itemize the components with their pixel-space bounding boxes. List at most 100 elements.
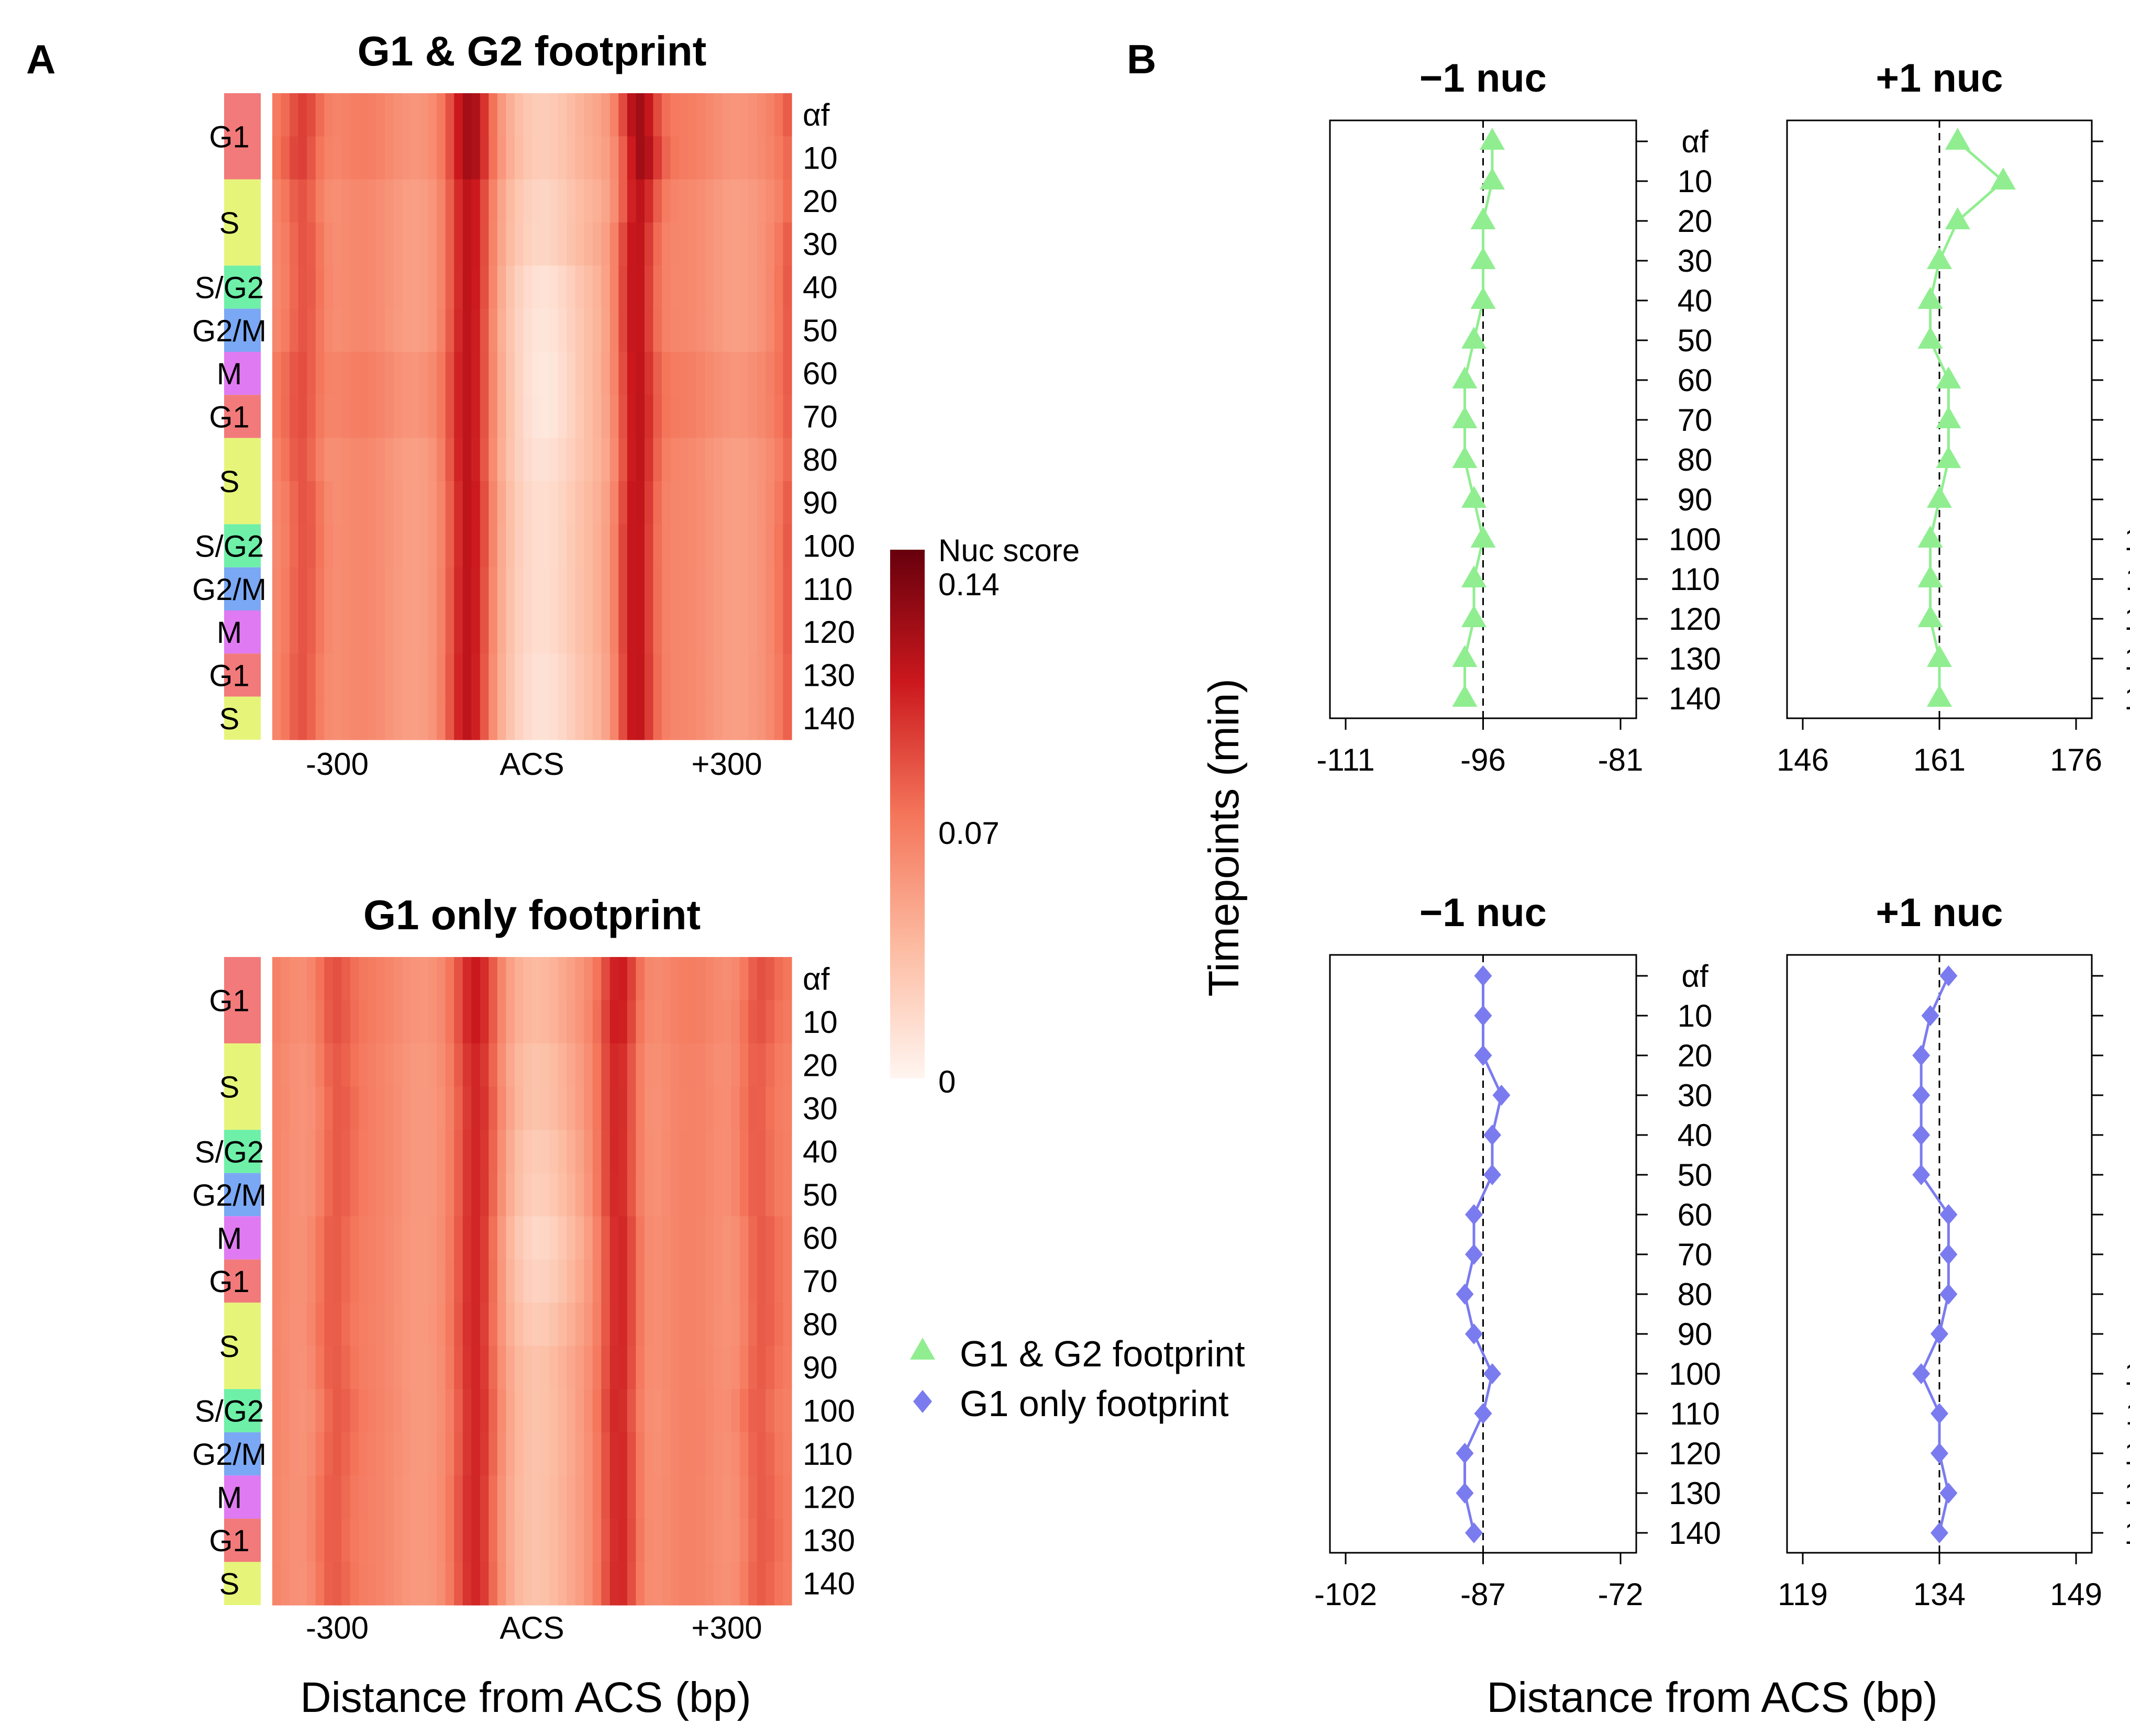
heatmap-cell <box>705 1259 714 1303</box>
heatmap-cell <box>523 1259 532 1303</box>
heatmap-cell <box>298 93 307 137</box>
heatmap-cell <box>575 93 584 137</box>
heatmap-cell <box>315 1000 325 1044</box>
heatmap-cell <box>445 1562 454 1606</box>
heatmap-cell <box>428 352 437 395</box>
heatmap-cell <box>748 1043 758 1087</box>
heatmap-cell <box>653 524 662 568</box>
heatmap-cell <box>696 1562 706 1606</box>
heatmap-cell <box>783 265 792 309</box>
heatmap-cell <box>774 1216 784 1260</box>
heatmap-cell <box>601 696 611 740</box>
heatmap-cell <box>644 93 654 137</box>
heatmap-cell <box>653 352 662 395</box>
heatmap-cell <box>324 222 334 266</box>
legend-diamond-marker <box>913 1390 932 1413</box>
heatmap-cell <box>480 696 489 740</box>
heatmap-cell <box>402 265 412 309</box>
phase-segment <box>224 438 261 525</box>
heatmap-cell <box>670 1432 680 1476</box>
timepoint-label: 90 <box>803 1350 838 1385</box>
heatmap-cell <box>722 1259 731 1303</box>
heatmap-cell <box>662 567 671 611</box>
heatmap-cell <box>575 395 584 439</box>
heatmap-cell <box>618 957 628 1001</box>
heatmap-cell <box>549 524 559 568</box>
heatmap-cell <box>670 1389 680 1433</box>
heatmap-cell <box>653 1389 662 1433</box>
heatmap-cell <box>290 93 299 137</box>
heatmap-cell <box>437 524 446 568</box>
heatmap-cell <box>670 93 680 137</box>
heatmap-cell <box>714 1086 723 1130</box>
heatmap-cell <box>731 696 740 740</box>
heatmap-cell <box>644 1562 654 1606</box>
heatmap-cell <box>298 308 307 352</box>
heatmap-cell <box>757 957 766 1001</box>
legend-label-g1-only: G1 only footprint <box>960 1383 1229 1424</box>
heatmap-cell <box>402 1303 412 1346</box>
heatmap-cell <box>298 438 307 482</box>
heatmap-cell <box>636 136 645 180</box>
heatmap-cell <box>462 395 472 439</box>
heatmap-cell <box>609 1086 619 1130</box>
heatmap-cell <box>307 1475 316 1519</box>
heatmap-cell <box>627 957 636 1001</box>
triangle-point <box>1917 526 1943 548</box>
heatmap-cell <box>454 352 463 395</box>
heatmap-cell <box>272 438 282 482</box>
heatmap-cell <box>618 395 628 439</box>
heatmap-title: G1 & G2 footprint <box>358 28 707 74</box>
heatmap-cell <box>609 308 619 352</box>
heatmap-cell <box>298 610 307 654</box>
heatmap-cell <box>731 481 740 525</box>
heatmap-cell <box>722 1000 731 1044</box>
triangle-point <box>1480 168 1505 190</box>
heatmap-cell <box>584 179 593 223</box>
heatmap-cell <box>376 1130 385 1174</box>
heatmap-cell <box>644 1000 654 1044</box>
heatmap-cell <box>480 1086 489 1130</box>
heatmap-cell <box>332 1345 342 1389</box>
heatmap-cell <box>332 524 342 568</box>
heatmap-cell <box>497 93 506 137</box>
heatmap-cell <box>592 1173 602 1217</box>
heatmap-cell <box>670 1303 680 1346</box>
heatmap-cell <box>757 1086 766 1130</box>
heatmap-cell <box>454 438 463 482</box>
heatmap-cell <box>748 567 758 611</box>
heatmap-cell <box>506 653 515 697</box>
heatmap-cell <box>350 438 359 482</box>
heatmap-cell <box>592 524 602 568</box>
heatmap-cell <box>549 1216 559 1260</box>
heatmap-cell <box>445 696 454 740</box>
heatmap-cell <box>367 179 376 223</box>
heatmap-cell <box>341 265 351 309</box>
heatmap-cell <box>687 1259 697 1303</box>
heatmap-cell <box>644 1432 654 1476</box>
heatmap-cell <box>290 1259 299 1303</box>
heatmap-cell <box>549 1345 559 1389</box>
heatmap-cell <box>644 308 654 352</box>
heatmap-cell <box>670 1086 680 1130</box>
heatmap-cell <box>714 696 723 740</box>
timepoint-label: 60 <box>803 356 838 391</box>
heatmap-cell <box>332 1000 342 1044</box>
heatmap-cell <box>687 1216 697 1260</box>
heatmap-cell <box>497 1432 506 1476</box>
timepoint-label: αf <box>803 97 830 132</box>
heatmap-cell <box>341 395 351 439</box>
heatmap-cell <box>315 1216 325 1260</box>
heatmap-cell <box>428 1475 437 1519</box>
heatmap-cell <box>480 1432 489 1476</box>
heatmap-cell <box>575 610 584 654</box>
heatmap-cell <box>662 352 671 395</box>
heatmap-cell <box>592 265 602 309</box>
heatmap-cell <box>489 438 498 482</box>
heatmap-cell <box>290 136 299 180</box>
heatmap-cell <box>341 222 351 266</box>
heatmap-cell <box>748 1130 758 1174</box>
heatmap-cell <box>506 395 515 439</box>
diamond-point <box>1474 1403 1492 1424</box>
